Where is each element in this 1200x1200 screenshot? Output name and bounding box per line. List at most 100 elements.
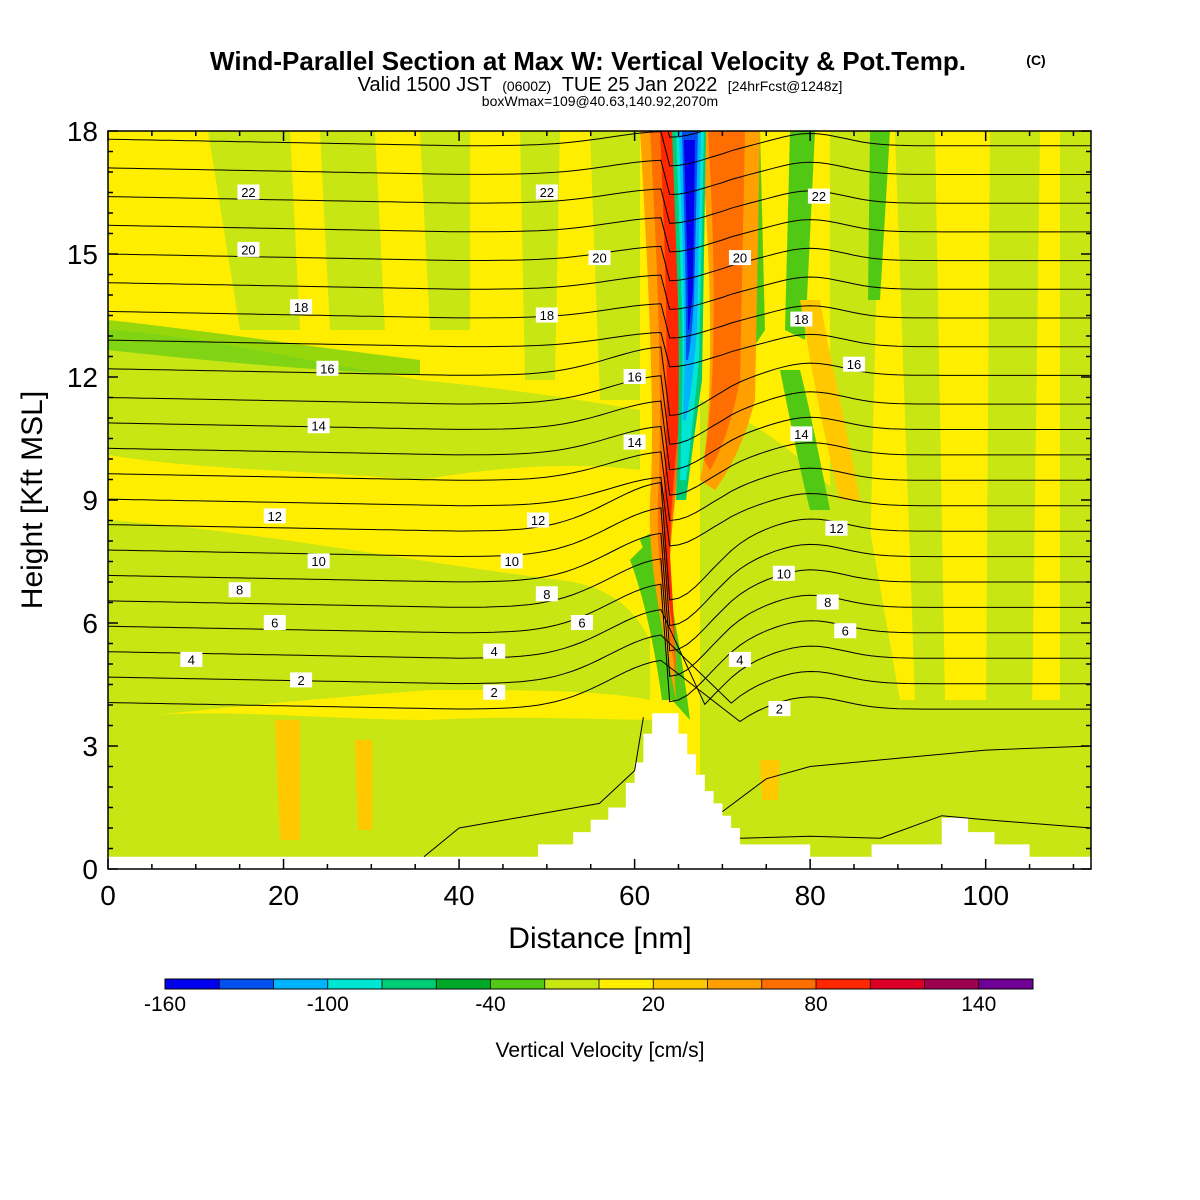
contour-label: 22 bbox=[540, 185, 554, 200]
colorbar-tick-label: -160 bbox=[144, 993, 186, 1016]
y-tick-label: 6 bbox=[82, 608, 98, 639]
contour-label: 22 bbox=[241, 185, 255, 200]
contour-label-bg bbox=[263, 508, 286, 524]
contour-label-bg bbox=[623, 434, 646, 450]
contour-label-bg bbox=[728, 250, 751, 266]
isentrope-line bbox=[108, 659, 1091, 723]
contour-label: 4 bbox=[491, 644, 498, 659]
contour-label-bg bbox=[500, 553, 523, 569]
contour-label-bg bbox=[535, 307, 558, 323]
contour-label-bg bbox=[768, 701, 791, 717]
contour-label: 18 bbox=[540, 308, 554, 323]
contour-label-bg bbox=[535, 184, 558, 200]
colorbar-swatch bbox=[653, 979, 708, 989]
valid-zulu-label: (0600Z) bbox=[502, 78, 551, 94]
contour-label: 8 bbox=[824, 595, 831, 610]
contour-label: 2 bbox=[491, 685, 498, 700]
contour-label: 6 bbox=[578, 616, 585, 631]
isentrope-line bbox=[108, 558, 1091, 677]
contour-label: 18 bbox=[794, 312, 808, 327]
colorbar-swatch bbox=[165, 979, 220, 989]
isentrope-line bbox=[108, 451, 1091, 522]
colorbar-swatch bbox=[544, 979, 600, 989]
y-tick-label: 18 bbox=[67, 116, 98, 147]
colorbar-swatch bbox=[490, 979, 546, 989]
contour-label-bg bbox=[307, 418, 330, 434]
y-tick-label: 0 bbox=[82, 854, 98, 885]
contour-label-bg bbox=[843, 356, 866, 372]
colorbar-tick-label: -40 bbox=[475, 993, 505, 1016]
isentrope-line bbox=[108, 609, 1091, 706]
isentrope-line bbox=[722, 745, 1091, 813]
colorbar-swatch bbox=[761, 979, 817, 989]
contour-label-bg bbox=[180, 651, 203, 667]
contour-label: 8 bbox=[236, 583, 243, 598]
isentrope-line bbox=[108, 303, 1091, 339]
x-tick-label: 60 bbox=[619, 880, 650, 911]
x-axis-title: Distance [nm] bbox=[508, 922, 691, 955]
contour-label: 18 bbox=[294, 300, 308, 315]
contour-label: 12 bbox=[268, 509, 282, 524]
frame-tick-marks bbox=[107, 130, 1091, 870]
contour-label: 20 bbox=[733, 251, 747, 266]
colorbar-swatch bbox=[707, 979, 763, 989]
isentrope-line bbox=[108, 532, 1091, 652]
y-tick-label: 12 bbox=[67, 362, 98, 393]
contour-label: 6 bbox=[271, 616, 278, 631]
contour-label-bg bbox=[772, 565, 795, 581]
contour-label-bg bbox=[535, 586, 558, 602]
contour-label-bg bbox=[307, 553, 330, 569]
x-tick-label: 100 bbox=[962, 880, 1009, 911]
x-tick-label: 0 bbox=[100, 880, 116, 911]
valid-date-label: TUE 25 Jan 2022 bbox=[562, 74, 718, 96]
contour-label-bg bbox=[483, 684, 506, 700]
downdraft-core bbox=[672, 131, 706, 500]
contour-label-bg bbox=[527, 512, 550, 528]
colorbar-swatch bbox=[436, 979, 491, 989]
isentrope-line bbox=[108, 425, 1091, 496]
isentrope-line bbox=[108, 346, 1091, 417]
colorbar-swatch bbox=[219, 979, 274, 989]
chart-subtitle: Valid 1500 JST (0600Z) TUE 25 Jan 2022 [… bbox=[358, 74, 843, 96]
colorbar-swatch bbox=[382, 979, 437, 989]
contour-label: 16 bbox=[320, 361, 334, 376]
contour-label-bg bbox=[316, 360, 339, 376]
y-tick-label: 15 bbox=[67, 239, 98, 270]
colorbar-swatch bbox=[816, 979, 871, 989]
contour-label: 16 bbox=[847, 357, 861, 372]
contour-label: 14 bbox=[627, 435, 641, 450]
contour-label-bg bbox=[483, 643, 506, 659]
contour-label: 22 bbox=[812, 189, 826, 204]
terrain-mask bbox=[108, 713, 1091, 869]
isentrope-line bbox=[108, 476, 1091, 547]
colorbar-swatch bbox=[327, 979, 383, 989]
contour-label-bg bbox=[728, 651, 751, 667]
contour-label-bg bbox=[623, 369, 646, 384]
contour-label-bg bbox=[588, 250, 611, 266]
surface-strip bbox=[108, 857, 1091, 869]
contour-label-bg bbox=[825, 520, 848, 536]
contour-label: 10 bbox=[311, 554, 325, 569]
contour-label-bg bbox=[790, 311, 813, 327]
isentrope-line bbox=[108, 188, 1091, 224]
contour-label-bg bbox=[237, 184, 260, 200]
contour-label: 20 bbox=[241, 242, 255, 257]
contour-label-bg bbox=[570, 615, 593, 630]
contour-label-bg bbox=[290, 299, 313, 315]
axis-tick-labels: 0 20 40 60 80 100 0 3 6 9 12 15 18 bbox=[67, 116, 1009, 911]
contour-label-bg bbox=[807, 188, 830, 204]
isentrope-line bbox=[108, 634, 1091, 704]
y-tick-label: 3 bbox=[82, 731, 98, 762]
contour-label: 12 bbox=[829, 521, 843, 536]
contour-label: 16 bbox=[627, 370, 641, 385]
y-axis-title: Height [Kft MSL] bbox=[16, 391, 49, 609]
copyright-mark: (C) bbox=[1026, 52, 1045, 68]
isentrope-line bbox=[108, 481, 1091, 601]
colorbar-tick-label: -100 bbox=[307, 993, 349, 1016]
contour-label-bg bbox=[228, 582, 251, 598]
contour-label-bg bbox=[237, 241, 260, 257]
isentrope-line bbox=[108, 331, 1091, 368]
